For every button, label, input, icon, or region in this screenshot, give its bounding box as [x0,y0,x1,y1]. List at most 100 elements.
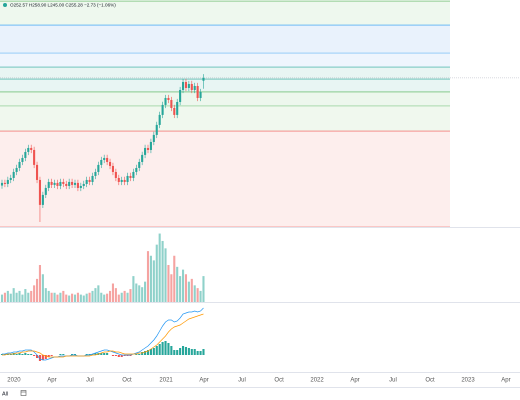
candle-body [123,179,126,182]
candle-body [71,181,74,185]
macd-line [2,307,204,361]
range-button[interactable]: All [2,391,8,397]
volume-bar [170,274,173,302]
candle-body [176,101,179,115]
volume-bar [0,294,4,302]
candle-body [103,157,106,160]
macd-histogram-bar [120,355,123,357]
candle-body [141,154,144,162]
macd-histogram-bar [15,354,18,355]
candle-body [56,182,59,186]
volume-bar [73,294,77,302]
candle-body [108,161,112,166]
candle-body [114,171,117,178]
calendar-icon[interactable] [20,390,27,396]
macd-histogram-bar [35,355,39,358]
macd-histogram-bar [21,354,24,355]
volume-bar [114,288,117,302]
macd-histogram-bar [144,351,147,355]
x-tick-label: 2023 [461,378,475,384]
candle-body [15,167,18,172]
x-tick-label: Oct [274,378,284,384]
volume-bar [94,288,97,302]
candle-body [126,175,129,182]
volume-bar [167,265,170,302]
x-tick-label: Apr [501,378,510,384]
candle-body [181,81,185,90]
x-tick-label: Apr [350,378,359,384]
candle-body [59,181,62,186]
volume-bar [146,251,150,302]
candle-body [0,182,4,186]
candle-body [202,77,205,81]
volume-bar [126,292,129,302]
macd-histogram-bar [199,351,202,355]
fib-retracement [0,0,450,228]
macd-histogram-bar [85,354,88,355]
macd-histogram-bar [50,355,53,356]
volume-bar [47,290,50,302]
volume-bar [164,248,167,302]
candle-body [184,81,188,88]
volume-bar [117,294,120,302]
candle-body [120,179,123,182]
volume-bar [179,276,182,302]
macd-histogram-bar [187,348,190,355]
candle-body [111,165,115,172]
volume-bar [106,293,109,302]
candle-body [97,164,100,172]
macd-histogram-bar [141,352,144,355]
x-tick-label: 2021 [159,378,173,384]
volume-bar [65,294,68,302]
macd-histogram-bar [181,346,185,355]
volume-bar [155,244,158,302]
candle-body [167,97,170,100]
macd-histogram-bar [94,353,97,355]
candle-body [79,185,82,188]
volume-bar [68,295,71,302]
fib-band [0,79,450,92]
status-dot [3,3,7,7]
macd-histogram-bar [62,354,65,355]
macd-histogram-bar [173,350,176,355]
macd-histogram-bar [47,355,50,357]
volume-bar [190,278,193,302]
macd-histogram-bar [106,353,109,355]
candle-body [82,183,85,186]
macd-histogram-bar [71,354,74,355]
candle-body [35,164,39,180]
volume-bar [56,294,59,302]
volume-bar [144,281,147,302]
macd-histogram-bar [196,351,199,355]
volume-bar [141,287,144,302]
candle-body [76,182,79,188]
macd-histogram-bar [123,355,126,356]
volume-bar [30,290,33,302]
candle-body [30,147,33,150]
macd-histogram-bar [27,354,30,355]
x-tick-label: 2022 [310,378,324,384]
volume-bar [27,292,30,302]
volume-bar [120,292,123,302]
macd-histogram-bar [18,353,21,355]
macd-histogram-bar [9,354,12,355]
volume-bar [82,295,85,302]
signal-line [2,313,204,358]
x-tick-label: Apr [199,378,208,384]
macd-histogram-bar [24,353,27,355]
volume-bar [149,255,152,302]
volume-bar [71,293,74,302]
volume-bar [91,290,94,302]
candle-body [50,181,53,185]
candle-body [190,83,193,90]
volume-bar [100,292,103,302]
candle-body [158,114,161,125]
candle-body [164,97,167,105]
candle-body [44,187,47,195]
volume-bar [15,292,18,302]
candle-body [47,181,50,188]
macd-histogram-bar [103,353,106,355]
volume-bar [193,285,196,302]
candle-body [144,147,147,155]
fib-band [0,131,450,227]
